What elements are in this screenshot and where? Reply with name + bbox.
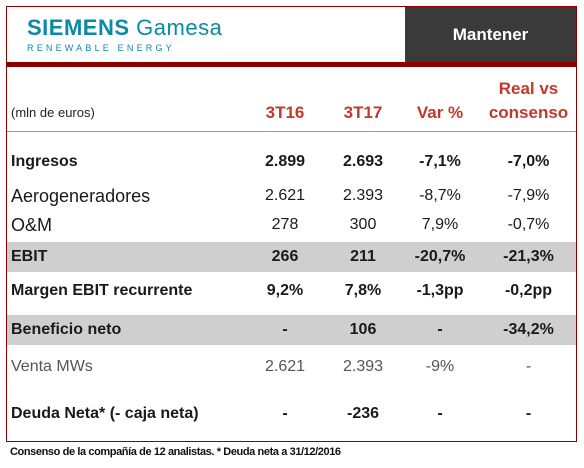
cell-3t16: 2.621 (264, 187, 306, 204)
cell-real-vs-consenso: -34,2% (503, 321, 554, 338)
cell-var: -9% (425, 358, 455, 375)
row-label: Venta MWs (11, 358, 93, 375)
column-header-3t17: 3T17 (343, 103, 383, 122)
cell-3t16: 2.899 (264, 153, 306, 170)
table-row: Venta MWs 2.621 2.393 -9% - (7, 352, 576, 382)
table-row: Margen EBIT recurrente 9,2% 7,8% -1,3pp … (7, 276, 576, 306)
cell-var: - (437, 321, 443, 338)
report-header: SIEMENS Gamesa RENEWABLE ENERGY Mantener (7, 7, 576, 62)
cell-3t16: 266 (271, 248, 299, 265)
cell-3t17: 106 (349, 321, 377, 338)
table-row: Ingresos 2.899 2.693 -7,1% -7,0% (7, 147, 576, 177)
cell-3t17: 300 (349, 216, 377, 233)
footnote: Consenso de la compañía de 12 analistas.… (10, 446, 341, 458)
row-label: EBIT (11, 248, 48, 265)
row-label: Beneficio neto (11, 321, 122, 338)
row-label: O&M (11, 214, 53, 235)
cell-3t17: 2.393 (342, 358, 384, 375)
cell-real-vs-consenso: -21,3% (503, 248, 554, 265)
cell-var: 7,9% (421, 216, 459, 233)
row-label: Margen EBIT recurrente (11, 282, 193, 299)
cell-3t16: 278 (271, 216, 299, 233)
report-frame: SIEMENS Gamesa RENEWABLE ENERGY Mantener… (6, 6, 577, 442)
logo-wordmark: SIEMENS Gamesa (27, 15, 222, 41)
units-label: (mln de euros) (11, 105, 95, 120)
cell-real-vs-consenso: -7,0% (507, 153, 550, 170)
header-rule (7, 131, 576, 132)
cell-var: -20,7% (414, 248, 466, 265)
cell-3t17: 2.393 (342, 187, 384, 204)
cell-real-vs-consenso: - (525, 358, 532, 375)
row-label: Aerogeneradores (11, 185, 151, 206)
column-header-var: Var % (416, 103, 464, 122)
cell-3t16: 9,2% (266, 282, 304, 299)
company-logo: SIEMENS Gamesa RENEWABLE ENERGY (27, 15, 222, 53)
logo-siemens: SIEMENS (27, 15, 130, 40)
cell-real-vs-consenso: -0,7% (507, 216, 550, 233)
table-row: EBIT 266 211 -20,7% -21,3% (7, 242, 576, 272)
cell-3t16: 2.621 (264, 358, 306, 375)
cell-3t17: 7,8% (344, 282, 382, 299)
cell-3t17: 211 (350, 248, 376, 265)
column-header-3t16: 3T16 (265, 103, 305, 122)
cell-3t16: - (282, 405, 288, 422)
row-label: Ingresos (11, 153, 78, 170)
cell-var: -7,1% (419, 153, 461, 170)
table-row: Aerogeneradores 2.621 2.393 -8,7% -7,9% (7, 182, 576, 210)
cell-3t17: -236 (346, 405, 380, 422)
cell-real-vs-consenso: -0,2pp (504, 282, 553, 299)
rating-badge: Mantener (405, 7, 576, 62)
table-row: Deuda Neta* (- caja neta) - -236 - - (7, 389, 576, 439)
cell-var: - (437, 405, 443, 422)
table-row: O&M 278 300 7,9% -0,7% (7, 212, 576, 238)
logo-subtitle: RENEWABLE ENERGY (27, 43, 175, 53)
cell-var: -8,7% (419, 187, 461, 204)
cell-3t16: - (282, 321, 288, 338)
cell-var: -1,3pp (416, 282, 464, 299)
row-label: Deuda Neta* (- caja neta) (11, 405, 199, 422)
table-row: Beneficio neto - 106 - -34,2% (7, 315, 576, 345)
header-divider (7, 62, 576, 67)
logo-gamesa: Gamesa (136, 15, 223, 40)
column-header-real-vs-consenso: Real vs consenso (488, 79, 569, 122)
cell-real-vs-consenso: - (525, 405, 532, 422)
cell-3t17: 2.693 (342, 153, 384, 170)
cell-real-vs-consenso: -7,9% (507, 187, 550, 204)
